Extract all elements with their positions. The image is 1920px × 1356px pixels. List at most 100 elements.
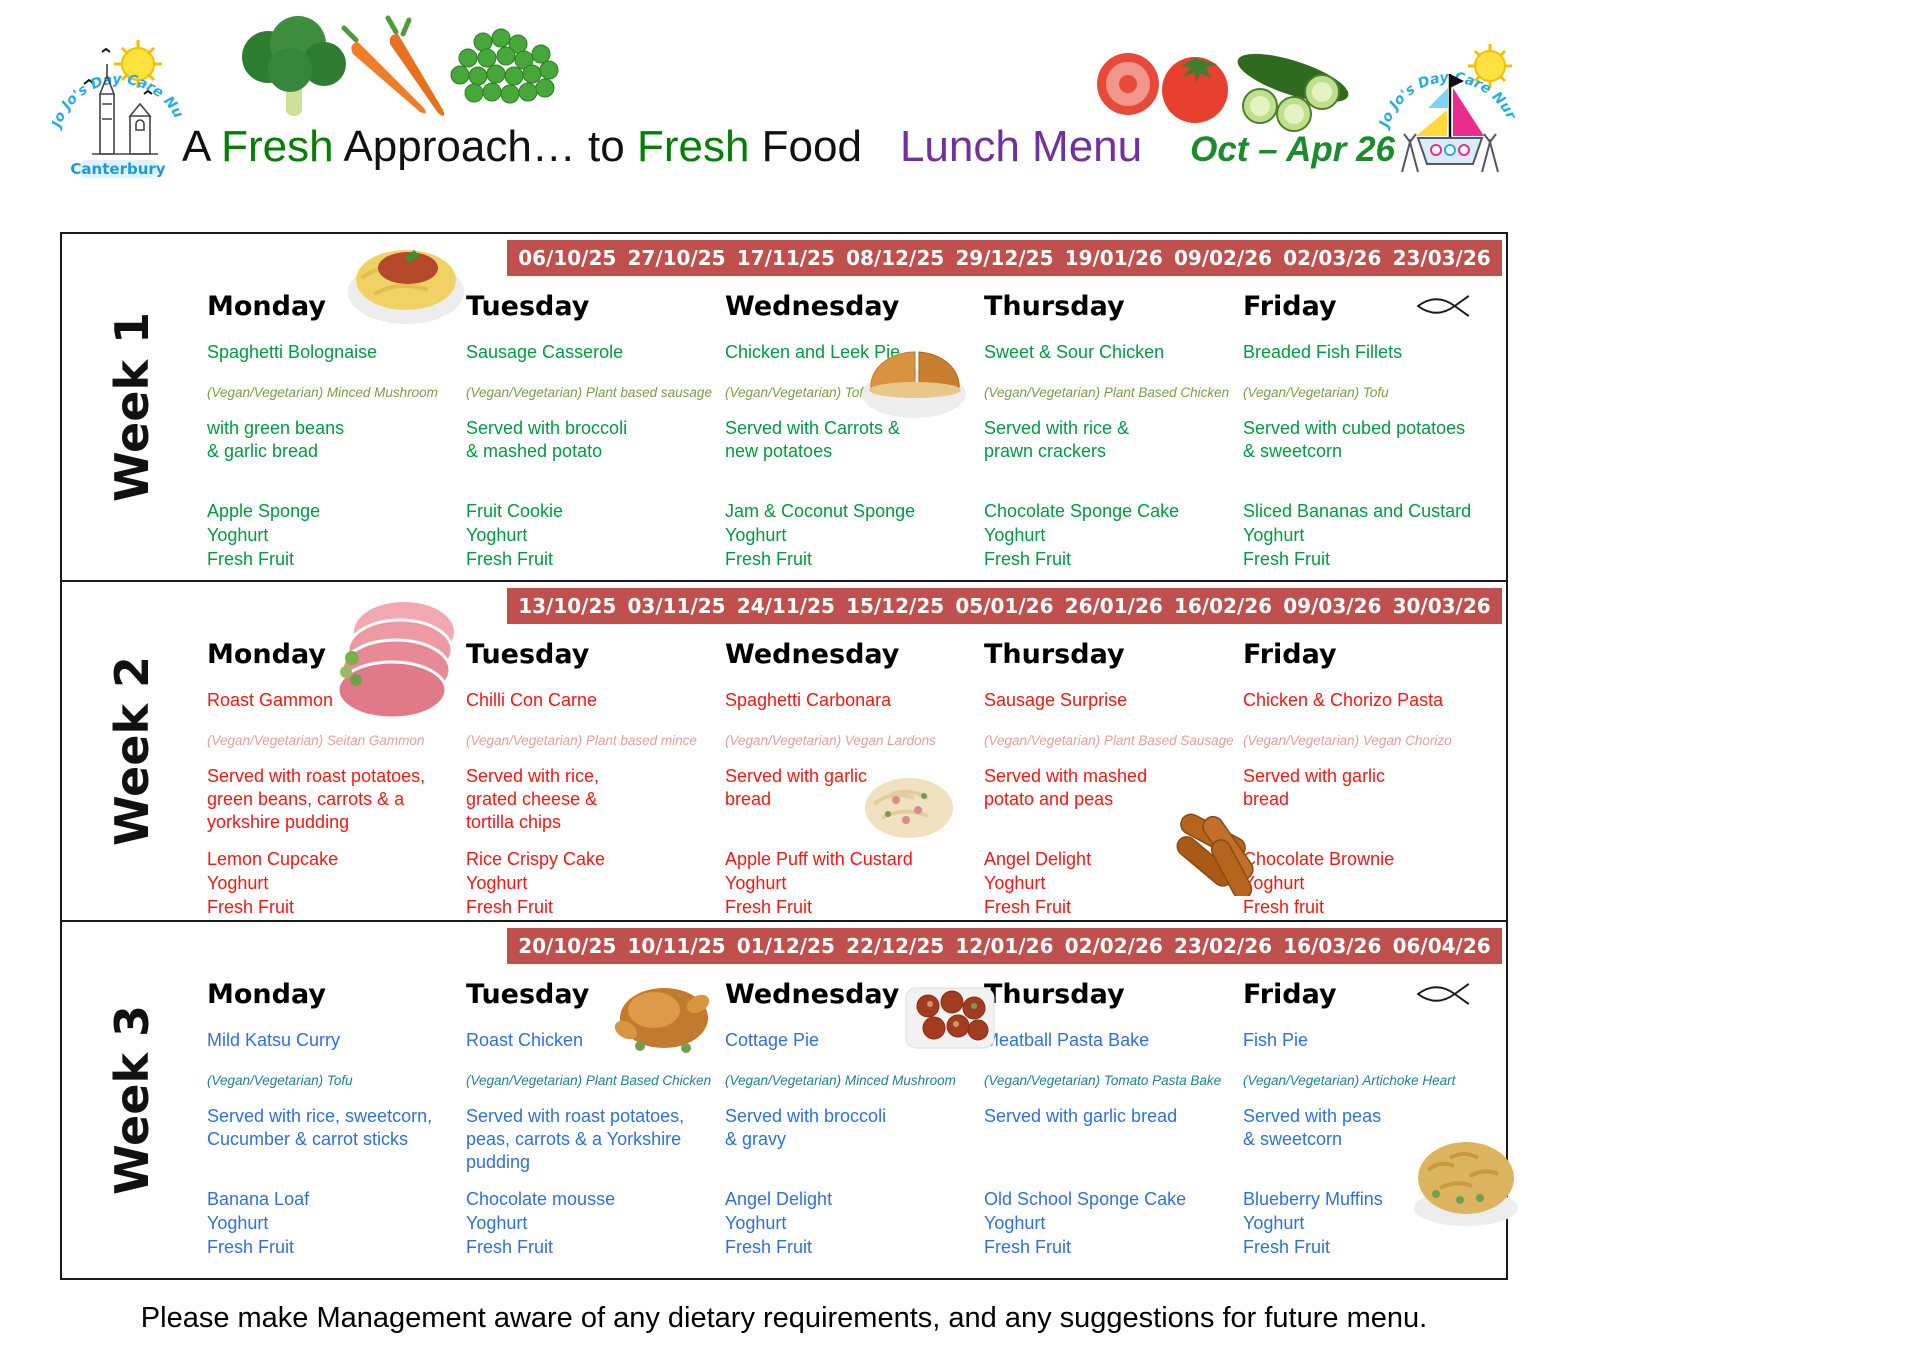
day-header: Tuesday [466, 638, 590, 670]
svg-text:Jo Jo's Day Care Nursery: Jo Jo's Day Care Nursery [52, 24, 184, 132]
date: 06/04/26 [1392, 934, 1491, 958]
logo-city-text: Canterbury [70, 160, 165, 178]
week-2-section: Week 2 13/10/25 03/11/25 24/11/25 15/12/25 0… [60, 580, 1508, 922]
fish-icon [1416, 295, 1470, 317]
side-serving: Served with broccoli & mashed potato [466, 418, 628, 462]
season-range: Oct – Apr 26 [1190, 130, 1395, 169]
cucumber-icon [1237, 53, 1349, 132]
date: 03/11/25 [627, 594, 726, 618]
week-label-text: Week 3 [105, 1004, 160, 1196]
menu-cell-monday: Monday Mild Katsu Curry (Vegan/Vegetaria… [207, 968, 466, 1259]
title-fresh: Fresh [636, 122, 750, 171]
day-header: Thursday [984, 978, 1125, 1010]
bird-icon [83, 47, 153, 95]
day-header: Friday [1243, 290, 1337, 322]
dessert-list: Apple Puff with Custard Yoghurt Fresh Fr… [725, 849, 913, 917]
week-3-section: Week 3 20/10/25 10/11/25 01/12/25 22/12/25 1… [60, 920, 1518, 1280]
title-fresh: Fresh [221, 122, 334, 171]
side-serving: Served with garlic bread [725, 766, 868, 810]
day-header: Wednesday [725, 290, 900, 322]
date: 01/12/25 [736, 934, 835, 958]
menu-cell-tuesday: Tuesday Roast Chicken (Vegan/Vegetarian)… [466, 968, 725, 1259]
carrots-icon [341, 15, 445, 116]
day-header: Tuesday [466, 978, 590, 1010]
side-serving: with green beans & garlic bread [207, 418, 345, 462]
date: 17/11/25 [736, 246, 835, 270]
week-days-grid: Monday Mild Katsu Curry (Vegan/Vegetaria… [207, 968, 1502, 1259]
week-label: Week 1 [62, 234, 202, 580]
main-dish: Chicken and Leek Pie [725, 341, 901, 362]
broccoli-icon [242, 16, 346, 116]
menu-cell-friday: Friday Breaded Fish Fillets (Vegan/Veget… [1243, 280, 1502, 571]
menu-cell-tuesday: Tuesday Sausage Casserole (Vegan/Vegetar… [466, 280, 725, 571]
vegan-option: (Vegan/Vegetarian) Plant Based Chicken [466, 1072, 712, 1088]
day-header: Friday [1243, 638, 1337, 670]
side-serving: Served with roast potatoes, green beans,… [207, 766, 426, 833]
dessert-list: Blueberry Muffins Yoghurt Fresh Fruit [1243, 1189, 1383, 1257]
vegan-option: (Vegan/Vegetarian) Plant Based Chicken [984, 384, 1230, 400]
day-header: Wednesday [725, 638, 900, 670]
main-dish: Sweet & Sour Chicken [984, 341, 1165, 362]
day-header: Tuesday [466, 290, 590, 322]
vegan-option: (Vegan/Vegetarian) Vegan Lardons [725, 732, 936, 748]
date: 27/10/25 [627, 246, 726, 270]
tomato-icon [1097, 53, 1228, 123]
date: 12/01/26 [955, 934, 1054, 958]
date: 24/11/25 [736, 594, 835, 618]
vegan-option: (Vegan/Vegetarian) Minced Mushroom [725, 1072, 956, 1088]
side-serving: Served with rice & prawn crackers [984, 418, 1130, 462]
vegan-option: (Vegan/Vegetarian) Plant based mince [466, 732, 697, 748]
week-label-text: Week 1 [105, 311, 160, 503]
dessert-list: Sliced Bananas and Custard Yoghurt Fresh… [1243, 501, 1472, 569]
menu-cell-monday: Monday Spaghetti Bolognaise (Vegan/Veget… [207, 280, 466, 571]
week-label: Week 3 [62, 922, 202, 1278]
menu-cell-thursday: Thursday Meatball Pasta Bake (Vegan/Vege… [984, 968, 1243, 1259]
vegan-option: (Vegan/Vegetarian) Tofu [207, 1072, 353, 1088]
vegan-option: (Vegan/Vegetarian) Minced Mushroom [207, 384, 438, 400]
side-serving: Served with roast potatoes, peas, carrot… [466, 1106, 685, 1173]
side-serving: Served with Carrots & new potatoes [725, 418, 901, 462]
date: 02/03/26 [1283, 246, 1382, 270]
side-serving: Served with rice, grated cheese & tortil… [466, 766, 600, 833]
date: 09/02/26 [1173, 246, 1273, 270]
side-serving: Served with garlic bread [1243, 766, 1386, 810]
date-bar: 20/10/25 10/11/25 01/12/25 22/12/25 12/01/26… [507, 928, 1502, 964]
main-dish: Spaghetti Bolognaise [207, 341, 378, 362]
date: 15/12/25 [846, 594, 945, 618]
week-days-grid: Monday Roast Gammon (Vegan/Vegetarian) S… [207, 628, 1502, 919]
main-dish: Sausage Surprise [984, 689, 1128, 710]
vegan-option: (Vegan/Vegetarian) Seitan Gammon [207, 732, 425, 748]
vegan-option: (Vegan/Vegetarian) Tofu [725, 384, 871, 400]
date: 22/12/25 [846, 934, 945, 958]
day-header: Monday [207, 290, 326, 322]
week-1-section: Week 1 06/10/25 27/10/25 17/11/25 08/12/25 2… [60, 232, 1508, 582]
logo-arc-text: Jo Jo's Day Care Nursery [52, 24, 184, 132]
menu-cell-wednesday: Wednesday Spaghetti Carbonara (Vegan/Veg… [725, 628, 984, 919]
dessert-list: Apple Sponge Yoghurt Fresh Fruit [207, 501, 321, 569]
date: 06/10/25 [518, 246, 617, 270]
week-label-text: Week 2 [105, 655, 160, 847]
day-header: Monday [207, 978, 326, 1010]
vegan-option: (Vegan/Vegetarian) Tofu [1243, 384, 1389, 400]
vegan-option: (Vegan/Vegetarian) Vegan Chorizo [1243, 732, 1452, 748]
menu-cell-friday: Friday Chicken & Chorizo Pasta (Vegan/Ve… [1243, 628, 1502, 919]
date: 08/12/25 [846, 246, 945, 270]
date: 19/01/26 [1064, 246, 1163, 270]
date: 30/03/26 [1392, 594, 1491, 618]
date: 23/02/26 [1173, 934, 1273, 958]
title-part: A [182, 122, 222, 171]
date-bar: 06/10/25 27/10/25 17/11/25 08/12/25 29/12/25… [507, 240, 1502, 276]
fish-icon [1416, 983, 1470, 1005]
main-dish: Chilli Con Carne [466, 689, 598, 710]
menu-cell-thursday: Thursday Sausage Surprise (Vegan/Vegetar… [984, 628, 1243, 919]
menu-cell-friday: Friday Fish Pie (Vegan/Vegetarian) Artic… [1243, 968, 1502, 1259]
dessert-list: Angel Delight Yoghurt Fresh Fruit [725, 1189, 833, 1257]
side-serving: Served with peas & sweetcorn [1243, 1106, 1382, 1150]
menu-cell-monday: Monday Roast Gammon (Vegan/Vegetarian) S… [207, 628, 466, 919]
main-dish: Roast Gammon [207, 689, 334, 710]
week-label: Week 2 [62, 582, 202, 920]
week-dates-row: 06/10/25 27/10/25 17/11/25 08/12/25 29/12/25… [207, 240, 1502, 276]
main-dish: Fish Pie [1243, 1029, 1309, 1050]
dessert-list: Old School Sponge Cake Yoghurt Fresh Fru… [984, 1189, 1187, 1257]
vegan-option: (Vegan/Vegetarian) Plant Based Sausage [984, 732, 1234, 748]
